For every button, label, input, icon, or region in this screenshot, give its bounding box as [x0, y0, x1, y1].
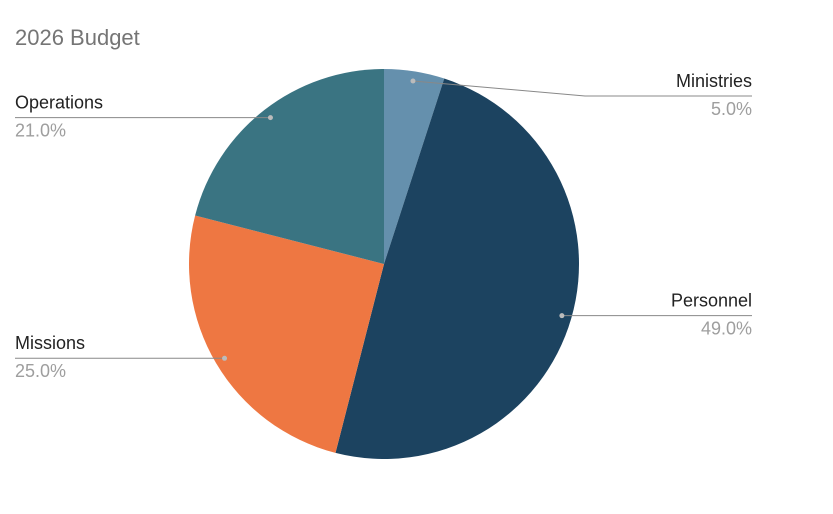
leader-dot [410, 78, 416, 84]
slice-label: Operations [15, 92, 103, 112]
slice-value: 5.0% [711, 99, 752, 119]
slice-value: 21.0% [15, 120, 66, 140]
slice-label: Personnel [671, 290, 752, 310]
slice-value: 25.0% [15, 361, 66, 381]
pie-slice [384, 69, 445, 264]
pie-slice [195, 69, 384, 264]
pie-slice [189, 215, 384, 453]
leader-line [412, 80, 752, 97]
leader-dot [559, 313, 565, 319]
pie-slice [335, 78, 580, 460]
slice-label: Missions [15, 333, 85, 353]
chart-title: 2026 Budget [15, 25, 140, 50]
leader-dot [222, 355, 228, 361]
leader-dot [267, 115, 273, 121]
slice-label: Ministries [676, 71, 752, 91]
slice-value: 49.0% [701, 318, 752, 338]
